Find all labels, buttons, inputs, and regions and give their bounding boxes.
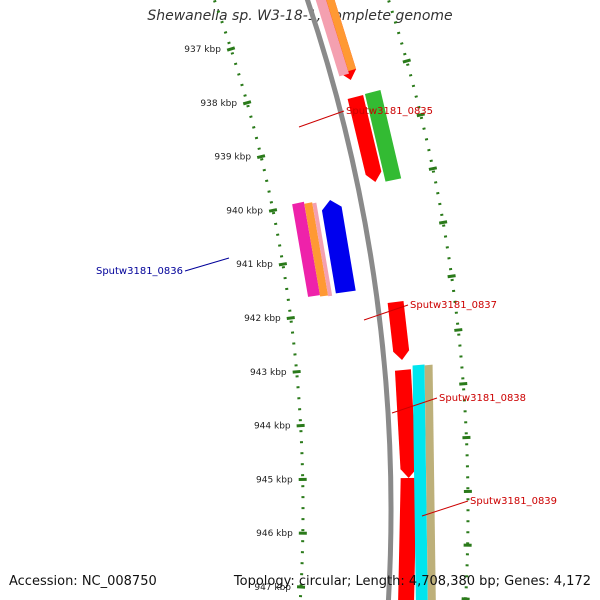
tick-mark-outer xyxy=(428,166,438,171)
cds-0839 xyxy=(398,477,417,600)
orange-feature xyxy=(304,202,329,297)
cds-0838 xyxy=(394,369,417,478)
gene-label: Sputw3181_0838 xyxy=(439,393,526,404)
pink-feature-top xyxy=(315,0,350,77)
gene-leader-line xyxy=(391,397,438,414)
tick-mark-inner xyxy=(292,369,301,374)
backbone-layer xyxy=(304,0,394,600)
feature-tracks xyxy=(292,0,436,600)
magenta-feature xyxy=(292,201,320,297)
kbp-tick-label: 937 kbp xyxy=(184,45,221,55)
tick-mark-outer xyxy=(447,274,456,279)
cds-0837 xyxy=(387,300,410,360)
gene-leader-line xyxy=(363,304,409,321)
kbp-tick-label: 941 kbp xyxy=(236,260,273,270)
kbp-ticks: 937 kbp 938 kbp 939 kbp 940 kbp 941 kbp 942 k… xyxy=(184,45,472,600)
kbp-tick-label: 939 kbp xyxy=(214,153,251,163)
kbp-tick-label: 946 kbp xyxy=(256,529,293,539)
gene-label: Sputw3181_0835 xyxy=(346,106,433,117)
tick-mark-inner xyxy=(268,208,278,213)
kbp-tick-label: 944 kbp xyxy=(254,422,291,432)
tick-mark-outer xyxy=(416,112,425,118)
gene-labels: Sputw3181_0835 Sputw3181_0836 Sputw3181_08… xyxy=(96,106,557,517)
gene-leader-line xyxy=(184,257,230,272)
tick-mark-inner xyxy=(256,154,266,159)
tan-feature xyxy=(424,364,436,600)
genome-summary: Topology: circular; Length: 4,708,380 bp… xyxy=(233,574,591,589)
inner-dot-ring xyxy=(212,0,305,600)
tick-mark-inner xyxy=(286,316,295,320)
pink-feature xyxy=(312,202,333,297)
accession-label: Accession: NC_008750 xyxy=(9,574,157,589)
tick-mark-outer xyxy=(438,220,448,225)
kbp-tick-label: 945 kbp xyxy=(256,475,293,485)
tick-mark-inner xyxy=(242,100,252,106)
kbp-tick-label: 942 kbp xyxy=(244,314,281,324)
gene-leader-line xyxy=(421,500,469,517)
gene-label: Sputw3181_0837 xyxy=(410,300,497,311)
tick-mark-outer xyxy=(402,58,411,64)
kbp-tick-label: 943 kbp xyxy=(250,368,287,378)
page-title: Shewanella sp. W3-18-1, complete genome xyxy=(147,8,453,24)
gene-leader-line xyxy=(298,110,345,128)
tick-mark-outer xyxy=(459,382,468,386)
kbp-tick-label: 947 kbp xyxy=(254,583,291,593)
orange-feature-top xyxy=(326,0,356,72)
green-feature xyxy=(364,89,402,182)
gene-label: Sputw3181_0839 xyxy=(470,496,557,507)
tick-mark-inner xyxy=(278,262,288,267)
backbone xyxy=(304,0,394,600)
cds-0835 xyxy=(347,94,382,182)
blue-feature xyxy=(321,200,356,294)
cyan-feature xyxy=(412,364,428,600)
kbp-tick-label: 940 kbp xyxy=(226,206,263,216)
kbp-tick-label: 938 kbp xyxy=(200,99,237,109)
tick-mark-inner xyxy=(226,46,236,52)
tick-mark-outer xyxy=(454,328,463,332)
gene-label: Sputw3181_0836 xyxy=(96,266,183,277)
